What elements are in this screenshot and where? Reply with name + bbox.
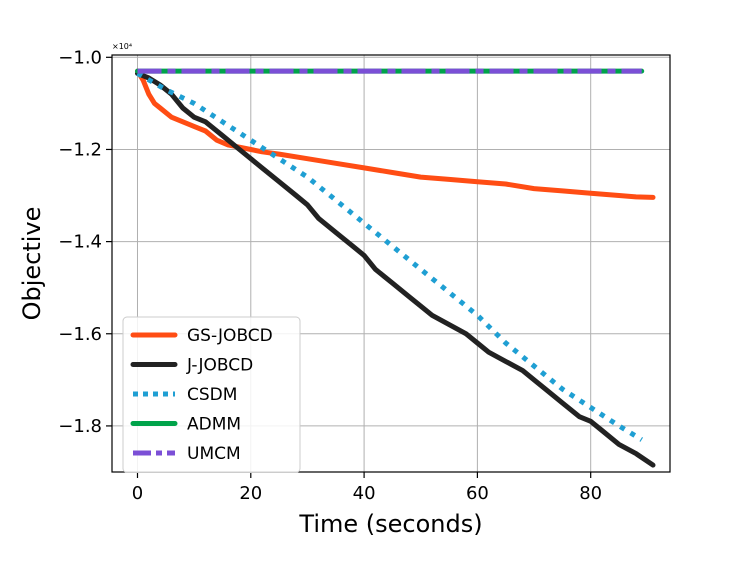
series-line-j-jobcd xyxy=(135,70,656,468)
series-lines xyxy=(135,68,656,468)
y-tick-label: −1.0 xyxy=(58,47,102,68)
legend-label-gs-jobcd: GS-JOBCD xyxy=(187,326,273,346)
legend: GS-JOBCD J-JOBCD CSDM ADMM UMCM xyxy=(122,316,301,473)
grid-lines xyxy=(112,55,670,472)
y-tick-label: −1.2 xyxy=(58,139,102,160)
x-tick-label: 60 xyxy=(466,483,489,504)
y-axis-offset-label: ×10⁴ xyxy=(112,42,132,51)
legend-label-umcm: UMCM xyxy=(187,444,241,464)
series-line-gs-jobcd xyxy=(135,68,656,200)
x-tick-label: 0 xyxy=(132,483,143,504)
plot-frame xyxy=(111,54,671,473)
legend-label-csdm: CSDM xyxy=(187,385,237,405)
x-tick-label: 80 xyxy=(579,483,602,504)
x-tick-label: 20 xyxy=(239,483,262,504)
y-tick-label: −1.4 xyxy=(58,232,102,253)
axis-ticks: 0 20 40 60 80 −1.0 −1.2 −1.4 −1.6 −1.8 xyxy=(58,47,602,504)
y-axis-label: Objective xyxy=(18,207,46,321)
legend-box xyxy=(122,316,301,473)
legend-label-admm: ADMM xyxy=(187,415,241,435)
series-line-csdm xyxy=(136,71,643,442)
y-tick-label: −1.8 xyxy=(58,416,102,437)
x-axis-label: Time (seconds) xyxy=(298,510,482,538)
x-tick-label: 40 xyxy=(353,483,376,504)
legend-label-j-jobcd: J-JOBCD xyxy=(186,356,253,376)
y-tick-label: −1.6 xyxy=(58,324,102,345)
